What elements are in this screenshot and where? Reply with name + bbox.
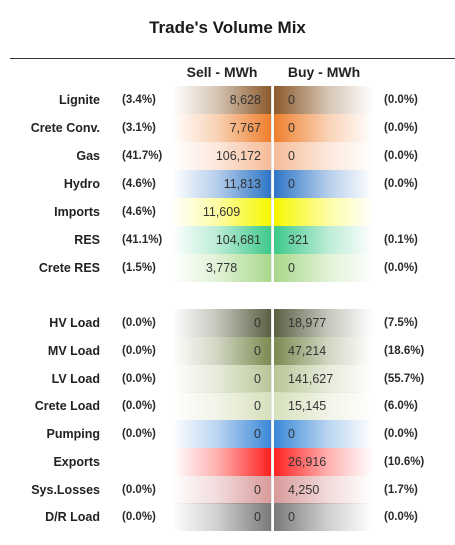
buy-percent: (0.0%) [384, 511, 418, 523]
buy-value-cell: 0 [273, 420, 373, 448]
sell-value-cell: 0 [172, 365, 272, 393]
row-label: Pumping [46, 427, 100, 441]
buy-value-cell: 0 [273, 254, 373, 282]
sell-value-cell: 0 [172, 392, 272, 420]
row-label: LV Load [51, 372, 100, 386]
sell-column-header: Sell - MWh [186, 64, 258, 80]
buy-column-header: Buy - MWh [287, 64, 361, 80]
buy-percent: (1.7%) [384, 484, 418, 496]
buy-value-cell: 321 [273, 226, 373, 254]
sell-percent: (0.0%) [122, 373, 156, 385]
sell-value-cell: 11,813 [172, 170, 272, 198]
sell-percent: (41.7%) [122, 150, 163, 162]
sell-percent: (0.0%) [122, 484, 156, 496]
buy-percent: (0.0%) [384, 178, 418, 190]
sell-value-cell: 11,609 [172, 198, 272, 226]
table-row: MV Load (0.0%) 0 47,214 (18.6%) [0, 337, 455, 365]
buy-value-cell: 26,916 [273, 448, 373, 476]
row-label: Sys.Losses [31, 483, 100, 497]
sell-value-cell: 7,767 [172, 114, 272, 142]
table-row: Crete Load (0.0%) 0 15,145 (6.0%) [0, 392, 455, 420]
sell-percent: (3.4%) [122, 94, 156, 106]
sell-value-cell: 0 [172, 309, 272, 337]
sell-percent: (4.6%) [122, 206, 156, 218]
table-row: D/R Load (0.0%) 0 0 (0.0%) [0, 503, 455, 531]
row-label: Crete Conv. [30, 121, 100, 135]
row-label: Imports [54, 205, 100, 219]
buy-value-cell: 0 [273, 170, 373, 198]
buy-value-cell: 0 [273, 503, 373, 531]
table-row: Sys.Losses (0.0%) 0 4,250 (1.7%) [0, 476, 455, 504]
sell-value-cell: 0 [172, 420, 272, 448]
buy-percent: (10.6%) [384, 456, 425, 468]
buy-value-cell: 18,977 [273, 309, 373, 337]
sell-percent: (3.1%) [122, 122, 156, 134]
chart-title: Trade's Volume Mix [149, 18, 306, 37]
table-row: Imports (4.6%) 11,609 [0, 198, 455, 226]
row-label: Lignite [59, 93, 100, 107]
row-label: HV Load [49, 316, 100, 330]
buy-percent: (0.0%) [384, 262, 418, 274]
sell-percent: (0.0%) [122, 400, 156, 412]
row-label: RES [74, 233, 100, 247]
sell-value-cell: 0 [172, 503, 272, 531]
table-row: Lignite (3.4%) 8,628 0 (0.0%) [0, 86, 455, 114]
buy-value-cell: 141,627 [273, 365, 373, 393]
buy-percent: (55.7%) [384, 373, 425, 385]
sell-percent: (4.6%) [122, 178, 156, 190]
row-label: MV Load [47, 344, 100, 358]
buy-value-cell: 0 [273, 86, 373, 114]
table-row: Exports 26,916 (10.6%) [0, 448, 455, 476]
table-row: Pumping (0.0%) 0 0 (0.0%) [0, 420, 455, 448]
table-row: LV Load (0.0%) 0 141,627 (55.7%) [0, 365, 455, 393]
buy-percent: (18.6%) [384, 345, 425, 357]
row-label: D/R Load [45, 510, 100, 524]
sell-value-cell: 0 [172, 476, 272, 504]
table-row: HV Load (0.0%) 0 18,977 (7.5%) [0, 309, 455, 337]
buy-value-cell: 47,214 [273, 337, 373, 365]
row-label: Exports [53, 455, 100, 469]
sell-value-cell [172, 448, 272, 476]
buy-value-cell: 0 [273, 142, 373, 170]
table-row: Hydro (4.6%) 11,813 0 (0.0%) [0, 170, 455, 198]
row-label: Crete RES [38, 261, 100, 275]
buy-value-cell: 4,250 [273, 476, 373, 504]
sell-percent: (0.0%) [122, 345, 156, 357]
buy-value-cell [273, 198, 373, 226]
buy-percent: (0.0%) [384, 150, 418, 162]
buy-percent: (6.0%) [384, 400, 418, 412]
buy-percent: (0.0%) [384, 428, 418, 440]
sell-percent: (1.5%) [122, 262, 156, 274]
sell-percent: (0.0%) [122, 511, 156, 523]
table-row: Crete RES (1.5%) 3,778 0 (0.0%) [0, 254, 455, 282]
title-divider [10, 58, 455, 59]
sell-percent: (0.0%) [122, 317, 156, 329]
buy-value-cell: 0 [273, 114, 373, 142]
buy-percent: (0.0%) [384, 94, 418, 106]
sell-percent: (0.0%) [122, 428, 156, 440]
buy-percent: (0.1%) [384, 234, 418, 246]
row-label: Gas [76, 149, 100, 163]
buy-percent: (0.0%) [384, 122, 418, 134]
buy-value-cell: 15,145 [273, 392, 373, 420]
sell-value-cell: 8,628 [172, 86, 272, 114]
sell-value-cell: 106,172 [172, 142, 272, 170]
row-label: Hydro [63, 177, 100, 191]
sell-value-cell: 104,681 [172, 226, 272, 254]
sell-percent: (41.1%) [122, 234, 163, 246]
buy-percent: (7.5%) [384, 317, 418, 329]
row-label: Crete Load [34, 399, 100, 413]
table-row: Crete Conv. (3.1%) 7,767 0 (0.0%) [0, 114, 455, 142]
table-row: RES (41.1%) 104,681 321 (0.1%) [0, 226, 455, 254]
sell-value-cell: 3,778 [172, 254, 272, 282]
sell-value-cell: 0 [172, 337, 272, 365]
table-row: Gas (41.7%) 106,172 0 (0.0%) [0, 142, 455, 170]
